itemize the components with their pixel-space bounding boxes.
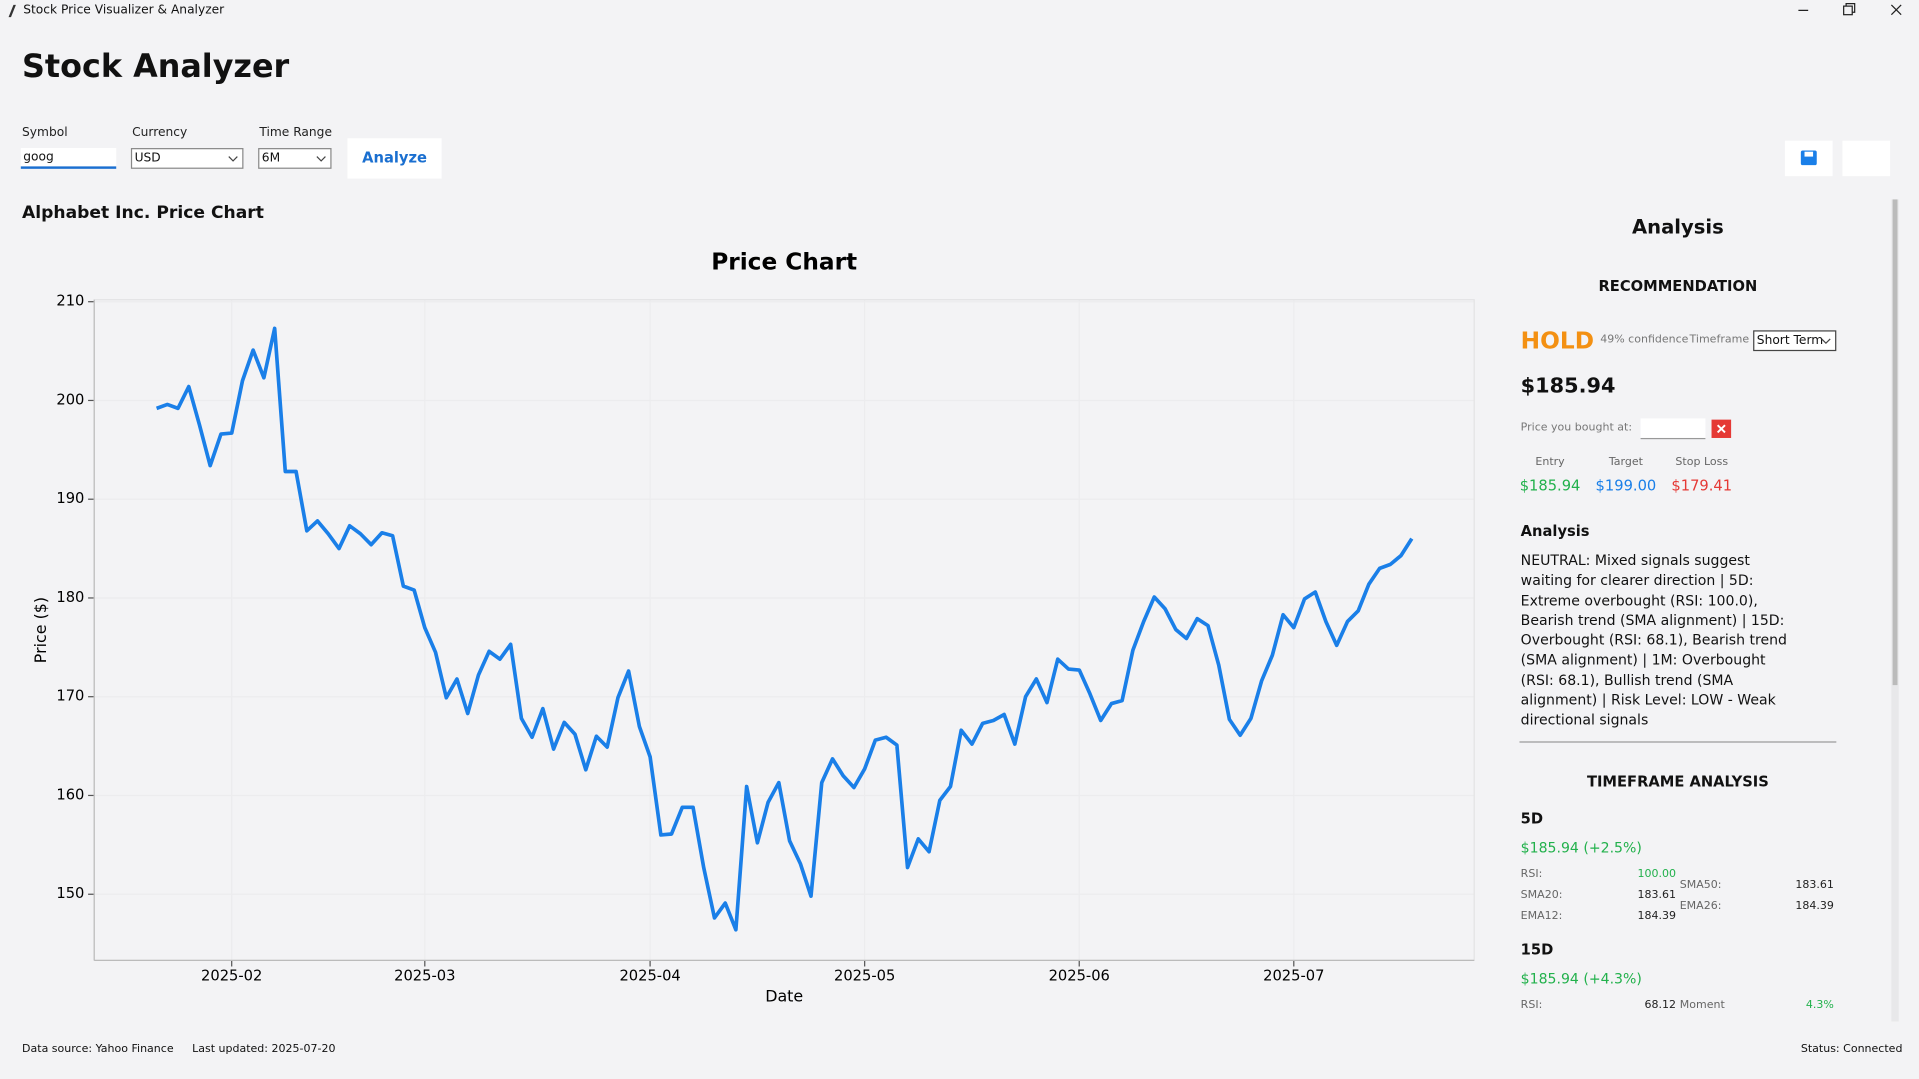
data-source: Data source: Yahoo Finance — [22, 1043, 174, 1056]
y-tick-label: 160 — [56, 786, 84, 803]
x-tick-label: 2025-06 — [1049, 967, 1110, 984]
window-controls[interactable] — [1789, 0, 1919, 22]
price-chart: Price Chart Date Price ($) 150 160 170 180 1… — [31, 249, 1475, 1006]
window-title: Stock Price Visualizer & Analyzer — [23, 3, 225, 18]
x-tick-label: 2025-05 — [834, 967, 895, 984]
save-button[interactable] — [1784, 140, 1833, 177]
symbol-label: Symbol — [22, 126, 68, 140]
status: Status: Connected — [1800, 1043, 1903, 1056]
timeframe-label: Timeframe — [1689, 333, 1750, 347]
bought-label: Price you bought at: — [1520, 422, 1633, 435]
x-tick-label: 2025-03 — [394, 967, 455, 984]
x-tick-label: 2025-04 — [619, 967, 680, 984]
symbol-input[interactable]: goog — [20, 148, 117, 169]
last-updated: Last updated: 2025-07-20 — [192, 1043, 336, 1056]
y-tick-label: 200 — [56, 391, 84, 408]
y-tick-label: 190 — [56, 490, 84, 507]
indicator-label: SMA20: — [1520, 889, 1563, 902]
app-title: Stock Analyzer — [22, 48, 290, 86]
scrollbar[interactable] — [1891, 199, 1899, 1022]
signal: HOLD — [1520, 327, 1595, 355]
y-tick-label: 210 — [56, 293, 84, 310]
level-label: Stop Loss — [1675, 456, 1729, 469]
current-price: $185.94 — [1520, 374, 1616, 399]
range-select[interactable]: 6M — [258, 148, 332, 169]
indicator-value: 184.39 — [1795, 900, 1834, 913]
analyze-button[interactable]: Analyze — [347, 138, 442, 179]
recommendation-heading: RECOMMENDATION — [1598, 277, 1758, 295]
indicator-label: SMA50: — [1679, 879, 1722, 892]
level-label: Target — [1608, 456, 1643, 469]
level-value: $199.00 — [1595, 477, 1657, 495]
x-axis-label: Date — [765, 987, 803, 1006]
chart-title: Price Chart — [711, 249, 857, 276]
indicator-label: EMA12: — [1520, 910, 1563, 923]
indicator-label: RSI: — [1520, 999, 1543, 1012]
bought-input[interactable] — [1640, 418, 1706, 440]
y-tick-label: 170 — [56, 688, 84, 705]
app-icon — [8, 4, 16, 18]
plot-frame — [93, 299, 1475, 961]
range-value: 6M — [261, 151, 281, 166]
indicator-label: Moment — [1679, 999, 1725, 1012]
currency-value: USD — [134, 151, 161, 166]
indicator-label: RSI: — [1520, 868, 1543, 881]
chart-panel-title: Alphabet Inc. Price Chart — [22, 203, 264, 223]
timeframe-name: 5D — [1520, 809, 1544, 828]
level-value: $185.94 — [1519, 477, 1581, 495]
x-tick-label: 2025-07 — [1263, 967, 1324, 984]
theme-button[interactable] — [1842, 140, 1891, 177]
analysis-text: NEUTRAL: Mixed signals suggest waiting f… — [1520, 551, 1787, 729]
analysis-heading: Analysis — [1520, 522, 1590, 540]
y-tick-label: 180 — [56, 589, 84, 606]
analysis-title: Analysis — [1631, 215, 1724, 239]
currency-label: Currency — [132, 126, 188, 140]
indicator-label: EMA26: — [1679, 900, 1722, 913]
x-tick-label: 2025-02 — [201, 967, 262, 984]
y-tick-label: 150 — [56, 885, 84, 902]
timeframe-name: 15D — [1520, 940, 1554, 958]
range-label: Time Range — [259, 126, 332, 140]
separator — [1519, 741, 1837, 743]
timeframe-change: $185.94 (+2.5%) — [1520, 839, 1642, 857]
indicator-value: 68.12 — [1644, 999, 1677, 1012]
clear-button[interactable] — [1711, 419, 1732, 438]
indicator-value: 183.61 — [1795, 879, 1834, 892]
scrollbar-thumb[interactable] — [1892, 199, 1898, 686]
confidence: 49% confidence — [1600, 333, 1689, 347]
indicator-value: 100.00 — [1637, 868, 1677, 881]
indicator-value: 184.39 — [1637, 910, 1677, 923]
y-axis-label: Price ($) — [31, 597, 50, 663]
timeframe-value: Short Term — [1756, 333, 1824, 348]
indicator-value: 4.3% — [1805, 999, 1834, 1012]
timeframe-change: $185.94 (+4.3%) — [1520, 970, 1642, 988]
timeframe-select[interactable]: Short Term — [1753, 330, 1837, 352]
price-line — [155, 326, 1414, 932]
level-label: Entry — [1535, 456, 1565, 469]
level-value: $179.41 — [1671, 477, 1733, 495]
timeframe-heading: TIMEFRAME ANALYSIS — [1586, 773, 1769, 791]
currency-select[interactable]: USD — [130, 148, 244, 169]
indicator-value: 183.61 — [1637, 889, 1677, 902]
